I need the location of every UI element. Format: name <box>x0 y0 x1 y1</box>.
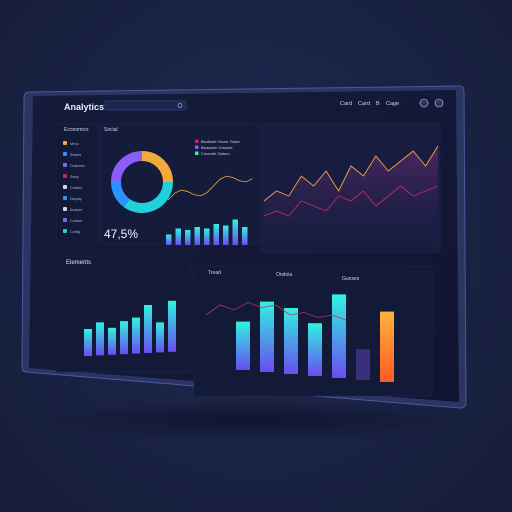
sidebar-item-icon <box>63 163 67 167</box>
sidebar-item[interactable]: Config <box>70 230 80 234</box>
sidebar-item-icon <box>63 196 67 200</box>
line-series-a <box>263 145 439 202</box>
donut-panel: Social 47,5% Biodiode Vizzor GuturBiosoc… <box>99 123 261 245</box>
donut-panel-bar <box>185 230 191 245</box>
sidebar-item[interactable]: Shares <box>70 153 81 157</box>
bottom-left-bar <box>96 322 104 356</box>
sidebar-heading: Economics <box>64 127 89 133</box>
donut-panel-bar <box>166 234 172 245</box>
sidebar-item-icon <box>63 185 67 189</box>
bottom-right-label-3: Gunses <box>342 276 360 282</box>
bottom-left-bars <box>84 300 176 356</box>
donut-slice <box>111 181 130 208</box>
bottom-left-bar <box>156 322 164 353</box>
sidebar-item-icon <box>63 218 67 222</box>
app-title: Analytics <box>64 102 104 112</box>
donut-panel-heading: Social <box>104 127 118 133</box>
donut-panel-bar <box>213 224 219 245</box>
sidebar-item[interactable]: Channels <box>70 164 85 168</box>
sidebar-item-icon <box>63 229 67 233</box>
bottom-right-label-1: Tread <box>208 270 221 276</box>
bottom-left-bar <box>120 321 128 355</box>
donut-slice <box>123 181 173 213</box>
search-input[interactable] <box>103 100 187 111</box>
line-panel-area <box>264 146 438 246</box>
nav-item-2[interactable]: Card <box>358 101 370 107</box>
bottom-left-bar <box>108 327 116 355</box>
sidebar-item[interactable]: Menu <box>70 142 79 146</box>
sidebar-item-icon <box>63 141 67 145</box>
device-shadow <box>30 400 470 440</box>
sidebar-item[interactable]: Content <box>70 186 82 190</box>
line-series-b <box>263 185 439 217</box>
bottom-left-heading: Elements <box>66 260 91 266</box>
donut-panel-bars <box>166 219 248 245</box>
donut-panel-bar <box>242 227 248 245</box>
donut-panel-bar <box>223 225 229 245</box>
donut-chart <box>111 151 173 213</box>
bottom-left-bar <box>132 317 140 354</box>
user-avatar-icon[interactable] <box>434 98 444 108</box>
donut-big-value: 47,5% <box>104 227 138 241</box>
nav-item-4[interactable]: Cage <box>386 101 399 107</box>
nav-item-1[interactable]: Card <box>340 101 352 107</box>
nav-item-3[interactable]: B <box>376 101 380 107</box>
donut-panel-bar <box>204 228 210 245</box>
bottom-left-panel: Elements <box>55 255 191 373</box>
bottom-right-label-2: Ondoia <box>276 272 292 278</box>
sidebar-item-icon <box>63 207 67 211</box>
bottom-left-bar <box>84 329 92 356</box>
sidebar-item-icon <box>63 174 67 178</box>
bottom-left-bar <box>144 305 152 353</box>
bottom-right-bar <box>356 349 370 380</box>
donut-panel-bar <box>194 227 200 245</box>
bottom-right-bar <box>260 301 274 372</box>
legend-swatch <box>195 145 199 149</box>
donut-panel-bar <box>232 219 238 245</box>
bottom-right-trend-line <box>205 302 347 321</box>
bottom-right-panel: Tread Ondoia Gunses <box>193 265 433 397</box>
donut-slice <box>141 151 173 183</box>
bottom-right-bar <box>284 308 298 374</box>
line-panel <box>261 123 441 253</box>
donut-panel-bar <box>175 228 181 245</box>
legend-swatch <box>195 139 199 143</box>
sidebar: Economics Menu Shares Channels Setup Content… <box>55 123 99 243</box>
bottom-right-bar <box>332 294 346 378</box>
bottom-left-bar <box>168 300 176 352</box>
settings-icon[interactable] <box>419 98 429 108</box>
bottom-right-bar <box>236 321 250 370</box>
donut-panel-trend-line <box>167 175 253 201</box>
bottom-right-bar <box>308 323 322 376</box>
legend-entry: Biosocen Cuusuri <box>201 145 232 150</box>
bottom-right-bars <box>236 294 394 382</box>
legend-swatch <box>195 151 199 155</box>
search-icon <box>177 103 183 108</box>
legend-entry: Cucurter Outuru <box>201 151 230 156</box>
legend-entry: Biodiode Vizzor Gutur <box>201 139 241 144</box>
header-bar: Analytics Card Card B Cage <box>64 98 444 112</box>
bottom-right-bar <box>380 311 394 382</box>
sidebar-item[interactable]: Contact <box>70 219 82 223</box>
donut-slice <box>111 151 143 183</box>
sidebar-item[interactable]: Analyze <box>70 208 83 212</box>
sidebar-item[interactable]: Setup <box>70 175 79 179</box>
sidebar-item[interactable]: Display <box>70 197 82 201</box>
sidebar-item-icon <box>63 152 67 156</box>
